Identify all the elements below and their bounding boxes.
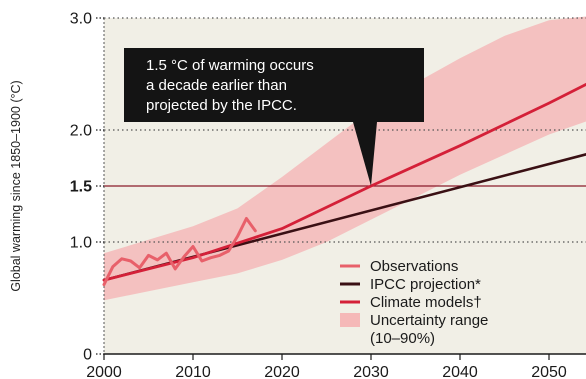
legend-label-models: Climate models† <box>370 294 482 311</box>
uncertainty-band <box>104 16 586 301</box>
y-tick-label: 1.5 <box>70 179 92 196</box>
x-tick-label: 2040 <box>442 364 478 379</box>
callout-line-3: projected by the IPCC. <box>146 97 297 114</box>
x-tick-label: 2000 <box>86 364 122 379</box>
legend: Observations IPCC projection* Climate mo… <box>340 258 488 347</box>
gridlines <box>104 17 586 243</box>
legend-label-observations: Observations <box>370 258 458 275</box>
legend-label-uncertainty: Uncertainty range <box>370 312 488 329</box>
legend-swatch-uncertainty <box>340 313 360 327</box>
callout-line-1: 1.5 °C of warming occurs <box>146 57 314 74</box>
x-tick-label: 2050 <box>531 364 567 379</box>
callout: 1.5 °C of warming occurs a decade earlie… <box>124 48 424 186</box>
y-axis-label: Global warming since 1850–1900 (°C) <box>9 80 23 291</box>
legend-label-ipcc: IPCC projection* <box>370 276 481 293</box>
tick-labels: 0 1.0 1.5 2.0 3.0 2000 2010 2020 2030 2040 2050 <box>70 11 567 379</box>
legend-label-uncertainty-range: (10–90%) <box>370 330 435 347</box>
series-observations <box>102 217 257 287</box>
y-tick-label: 1.0 <box>70 235 92 252</box>
callout-box <box>124 48 424 186</box>
callout-line-2: a decade earlier than <box>146 77 287 94</box>
x-tick-label: 2010 <box>175 364 211 379</box>
x-tick-label: 2030 <box>353 364 389 379</box>
y-tick-label: 0 <box>83 347 92 364</box>
x-tick-label: 2020 <box>264 364 300 379</box>
y-tick-label: 2.0 <box>70 123 92 140</box>
y-tick-label: 3.0 <box>70 11 92 28</box>
